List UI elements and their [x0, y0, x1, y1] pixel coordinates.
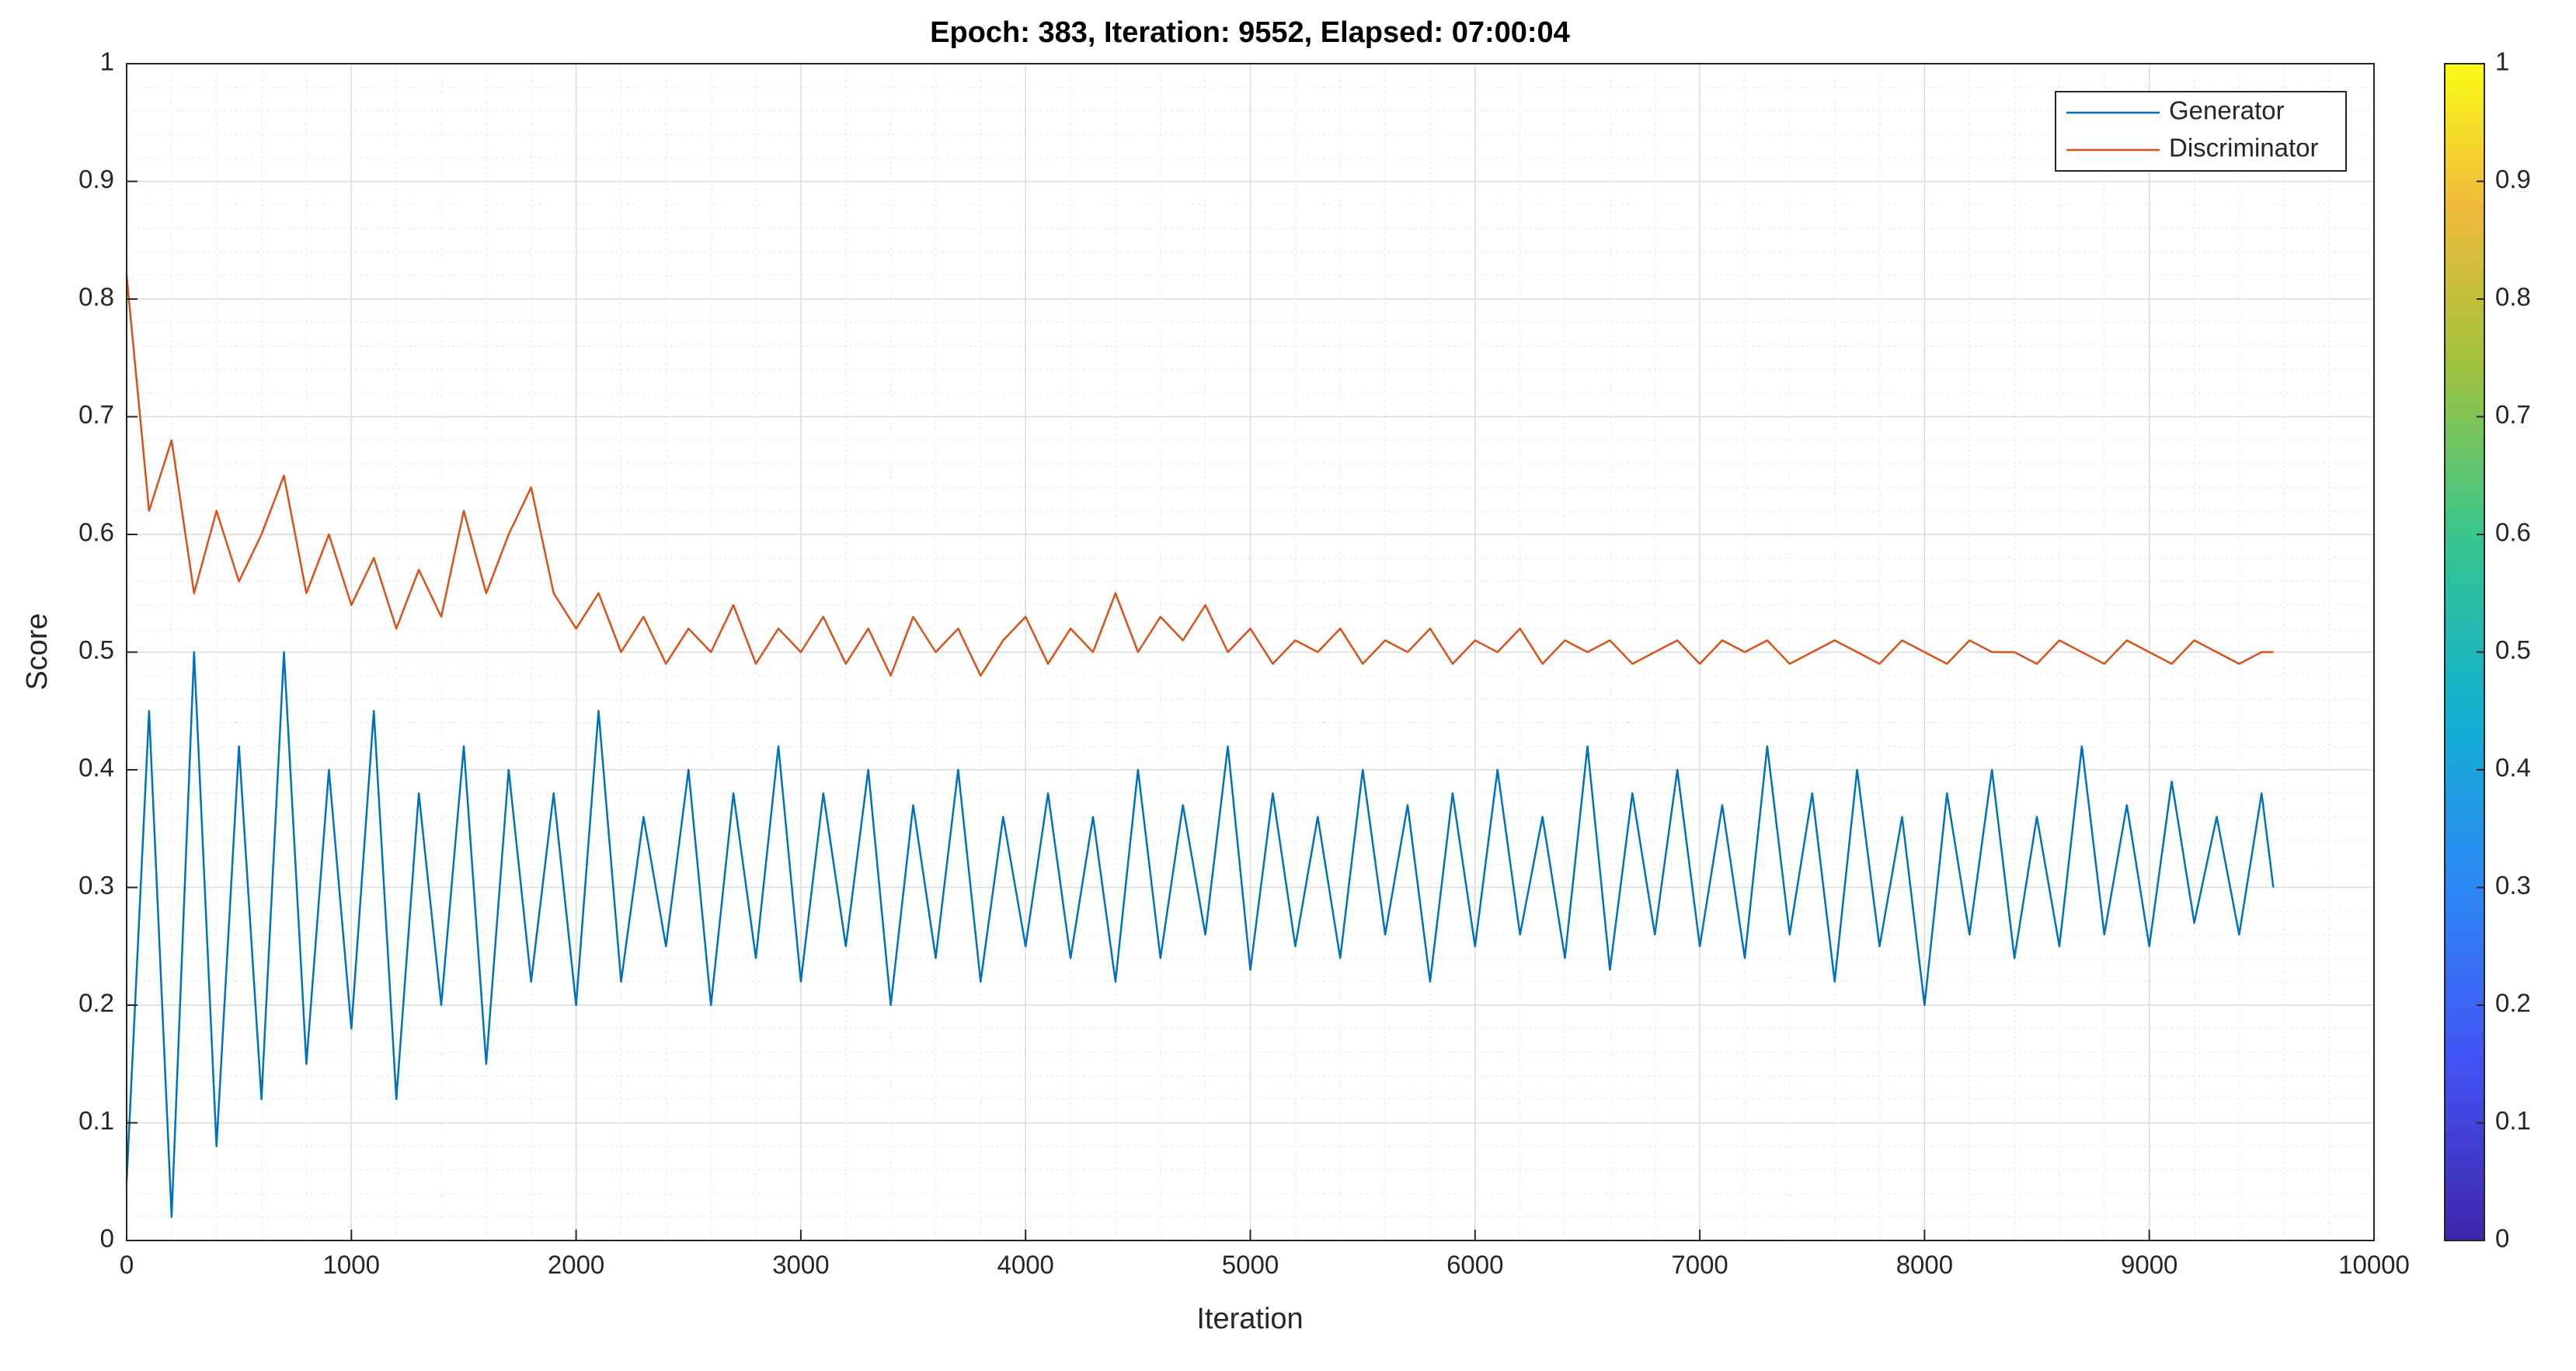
series-line: [125, 275, 2274, 677]
y-tick-label: 0.7: [78, 400, 114, 429]
x-tick-label: 1000: [323, 1251, 380, 1279]
colorbar-tick-label: 0.8: [2495, 283, 2531, 311]
legend-label: Discriminator: [2169, 134, 2319, 162]
y-tick-label: 0.2: [78, 989, 114, 1018]
y-tick-label: 1: [100, 47, 114, 76]
colorbar-tick-label: 0.7: [2495, 400, 2531, 429]
y-tick-label: 0.1: [78, 1106, 114, 1135]
legend-label: Generator: [2169, 96, 2285, 125]
x-tick-label: 4000: [997, 1251, 1053, 1279]
y-tick-label: 0: [100, 1224, 114, 1253]
y-axis-label: Score: [21, 613, 54, 690]
grid-layer: [126, 63, 2375, 1241]
x-tick-label: 7000: [1671, 1251, 1728, 1279]
colorbar-tick-label: 0.6: [2495, 518, 2531, 547]
y-tick-label: 0.4: [78, 753, 114, 782]
colorbar-tick-label: 0.1: [2495, 1106, 2531, 1135]
x-tick-label: 0: [120, 1251, 134, 1279]
colorbar-tick-label: 0.4: [2495, 753, 2531, 782]
x-tick-label: 2000: [548, 1251, 604, 1279]
chart-title: Epoch: 383, Iteration: 9552, Elapsed: 07…: [930, 16, 1570, 49]
colorbar-tick-label: 0: [2495, 1224, 2509, 1253]
colorbar-tick-label: 0.2: [2495, 989, 2531, 1018]
colorbar-tick-label: 0.5: [2495, 635, 2531, 664]
colorbar-tick-label: 1: [2495, 47, 2509, 76]
legend: Generator Discriminator: [2055, 91, 2347, 172]
x-tick-label: 5000: [1222, 1251, 1279, 1279]
x-tick-label: 10000: [2338, 1251, 2410, 1279]
y-tick-label: 0.5: [78, 635, 114, 664]
x-tick-label: 3000: [772, 1251, 829, 1279]
y-tick-label: 0.9: [78, 165, 114, 193]
x-tick-label: 9000: [2121, 1251, 2177, 1279]
x-tick-label: 8000: [1896, 1251, 1953, 1279]
legend-box: [2055, 91, 2347, 172]
series-line: [125, 651, 2275, 1218]
axis-layer: 0 1000 2000 3000 4000 5000 6000 7000 8000 9000 100…: [78, 47, 2531, 1279]
colorbar-tick-label: 0.9: [2495, 165, 2531, 193]
axes-box: [126, 63, 2375, 1241]
colorbar-tick-label: 0.3: [2495, 871, 2531, 900]
y-tick-label: 0.3: [78, 871, 114, 900]
data-layer: [125, 275, 2275, 1218]
x-axis-label: Iteration: [1196, 1303, 1303, 1335]
x-tick-label: 6000: [1446, 1251, 1503, 1279]
y-tick-label: 0.6: [78, 518, 114, 547]
y-tick-label: 0.8: [78, 283, 114, 311]
